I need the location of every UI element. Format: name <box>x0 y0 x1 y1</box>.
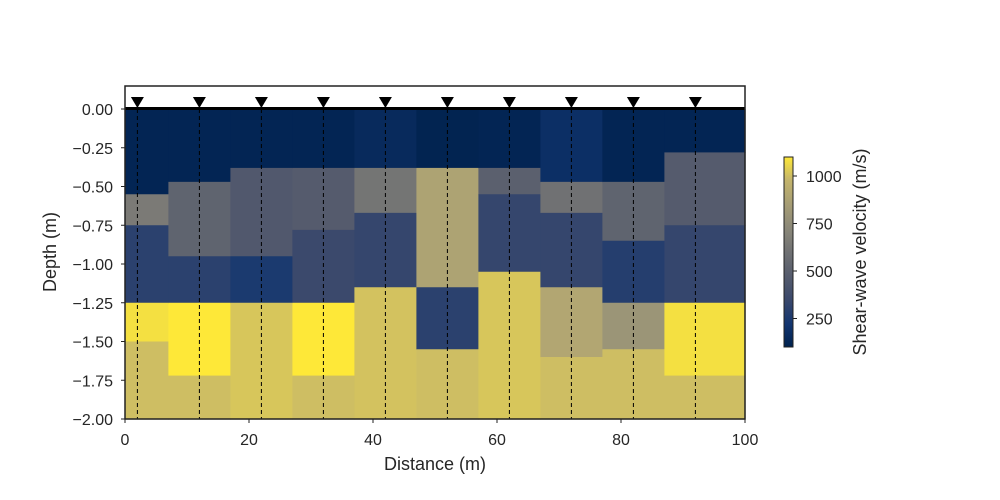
x-tick-label: 40 <box>364 432 382 449</box>
y-tick-label: −0.25 <box>73 141 114 158</box>
y-tick-label: 0.00 <box>82 102 113 119</box>
x-tick-label: 20 <box>240 432 258 449</box>
receiver-triangle-icon <box>254 97 268 108</box>
colorbar-label: Shear-wave velocity (m/s) <box>850 148 870 355</box>
colorbar <box>783 156 794 348</box>
cell-col1-layer3 <box>125 225 169 304</box>
colorbar-ticks: 250 500 750 1000 <box>793 169 842 329</box>
y-tick-label: −1.00 <box>73 257 114 274</box>
cell-col9-layer2 <box>602 181 665 242</box>
receiver-strip <box>125 86 745 108</box>
cell-col10-layer4 <box>664 302 746 377</box>
y-tick-label: −1.25 <box>73 296 114 313</box>
cell-col1-layer4 <box>125 302 169 343</box>
colorbar-tick-label: 500 <box>806 264 833 281</box>
cell-col6-layer3 <box>416 287 479 350</box>
y-tick-label: −2.00 <box>73 412 114 429</box>
receiver-triangle-icon <box>688 97 702 108</box>
y-tick-label: −0.50 <box>73 180 114 197</box>
cell-col4-layer2 <box>292 167 355 231</box>
receiver-triangle-icon <box>130 97 144 108</box>
cell-col10-layer1 <box>664 109 746 153</box>
receiver-lines <box>136 109 696 419</box>
x-axis-ticks: 0 20 40 60 80 100 <box>121 419 759 449</box>
x-tick-label: 80 <box>612 432 630 449</box>
receiver-triangle-icon <box>192 97 206 108</box>
receiver-triangle-icon <box>626 97 640 108</box>
cell-col1-layer2 <box>125 194 169 226</box>
cell-col1-layer1 <box>125 109 169 195</box>
y-tick-label: −1.50 <box>73 335 114 352</box>
receiver-triangle-icon <box>378 97 392 108</box>
cell-col8-layer5 <box>540 357 603 420</box>
y-axis-ticks: 0.00 −0.25 −0.50 −0.75 −1.00 −1.25 −1.50 −1.75 −… <box>73 102 125 429</box>
receiver-triangle-icon <box>440 97 454 108</box>
colorbar-tick-label: 1000 <box>806 169 842 186</box>
cell-col1-layer5 <box>125 341 169 420</box>
x-tick-label: 100 <box>732 432 759 449</box>
y-axis-label: Depth (m) <box>40 212 60 292</box>
receiver-markers <box>130 97 702 108</box>
plot-frame <box>124 85 746 420</box>
x-tick-label: 0 <box>121 432 130 449</box>
receiver-triangle-icon <box>502 97 516 108</box>
cell-col7-layer4 <box>478 271 541 420</box>
cell-col7-layer3 <box>478 194 541 273</box>
receiver-triangle-icon <box>316 97 330 108</box>
cell-col6-layer2 <box>416 167 479 288</box>
velocity-cells <box>125 109 746 420</box>
x-axis-label: Distance (m) <box>384 454 486 474</box>
cell-col10-layer3 <box>664 225 746 304</box>
receiver-triangle-icon <box>564 97 578 108</box>
colorbar-tick-label: 250 <box>806 312 833 329</box>
x-tick-label: 60 <box>488 432 506 449</box>
y-tick-label: −1.75 <box>73 373 114 390</box>
cell-col10-layer2 <box>664 152 746 226</box>
colorbar-tick-label: 750 <box>806 217 833 234</box>
y-tick-label: −0.75 <box>73 218 114 235</box>
cell-col10-layer5 <box>664 375 746 420</box>
